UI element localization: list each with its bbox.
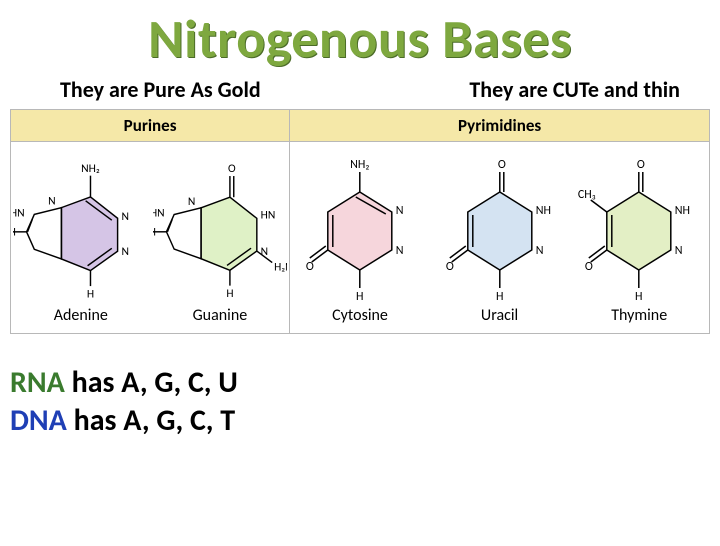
svg-text:O: O xyxy=(585,260,593,274)
svg-text:H: H xyxy=(356,290,363,302)
bases-table: Purines Pyrimidines NH₂ N N N HN H H xyxy=(10,109,710,334)
svg-text:O: O xyxy=(446,260,454,274)
svg-text:H: H xyxy=(13,226,16,240)
header-purines: Purines xyxy=(11,110,290,141)
mnemonic-purines: They are Pure As Gold xyxy=(60,76,261,103)
adenine-label: Adenine xyxy=(54,306,108,325)
cell-cytosine: NH₂ N N O H Cytosine xyxy=(290,142,430,333)
cytosine-label: Cytosine xyxy=(332,306,388,325)
mnemonic-row: They are Pure As Gold They are CUTe and … xyxy=(0,76,720,103)
rna-line: RNA has A, G, C, U xyxy=(10,364,720,402)
svg-text:O: O xyxy=(498,158,506,172)
rna-rest: has A, G, C, U xyxy=(65,364,238,401)
svg-text:N: N xyxy=(121,245,129,259)
svg-text:N: N xyxy=(121,210,129,224)
svg-text:O: O xyxy=(306,260,314,274)
cell-uracil: O NH N O H Uracil xyxy=(430,142,570,333)
mnemonic-pyrimidines: They are CUTe and thin xyxy=(469,76,680,103)
svg-text:H: H xyxy=(635,290,642,302)
svg-text:NH₂: NH₂ xyxy=(81,162,100,176)
svg-text:NH₂: NH₂ xyxy=(350,158,369,172)
dna-prefix: DNA xyxy=(10,402,67,439)
structures-row: NH₂ N N N HN H H Adenine O xyxy=(11,142,709,333)
svg-text:O: O xyxy=(228,162,236,176)
svg-text:N: N xyxy=(187,195,194,209)
svg-text:H: H xyxy=(226,287,233,301)
thymine-label: Thymine xyxy=(611,306,667,325)
svg-text:CH₃: CH₃ xyxy=(578,188,596,202)
guanine-structure: O HN N N HN H H H₂N xyxy=(153,152,288,302)
thymine-structure: O NH N O H CH₃ xyxy=(571,152,707,302)
rna-prefix: RNA xyxy=(10,364,65,401)
svg-text:H: H xyxy=(496,290,503,302)
cytosine-structure: NH₂ N N O H xyxy=(292,152,428,302)
adenine-structure: NH₂ N N N HN H H xyxy=(13,152,149,302)
svg-text:O: O xyxy=(637,158,645,172)
dna-rest: has A, G, C, T xyxy=(67,402,235,439)
summary: RNA has A, G, C, U DNA has A, G, C, T xyxy=(10,364,720,439)
svg-text:N: N xyxy=(396,204,404,218)
svg-text:NH: NH xyxy=(675,204,690,218)
svg-text:HN: HN xyxy=(13,206,25,220)
uracil-structure: O NH N O H xyxy=(432,152,568,302)
svg-text:N: N xyxy=(396,244,404,258)
guanine-label: Guanine xyxy=(193,306,248,325)
svg-text:NH: NH xyxy=(536,204,551,218)
cell-thymine: O NH N O H CH₃ Thymine xyxy=(569,142,709,333)
svg-text:H: H xyxy=(87,288,94,302)
uracil-label: Uracil xyxy=(481,306,518,325)
svg-text:HN: HN xyxy=(260,208,275,222)
svg-text:N: N xyxy=(675,244,683,258)
svg-text:H: H xyxy=(153,226,156,240)
page-title: Nitrogenous Bases xyxy=(0,6,720,72)
svg-text:HN: HN xyxy=(153,206,165,220)
svg-text:H₂N: H₂N xyxy=(274,260,287,274)
table-headers: Purines Pyrimidines xyxy=(11,110,709,142)
header-pyrimidines: Pyrimidines xyxy=(290,110,709,141)
svg-text:N: N xyxy=(48,195,56,209)
dna-line: DNA has A, G, C, T xyxy=(10,402,720,440)
svg-text:N: N xyxy=(260,245,267,259)
cell-guanine: O HN N N HN H H H₂N Guanine xyxy=(151,142,291,333)
svg-text:N: N xyxy=(536,244,544,258)
cell-adenine: NH₂ N N N HN H H Adenine xyxy=(11,142,151,333)
